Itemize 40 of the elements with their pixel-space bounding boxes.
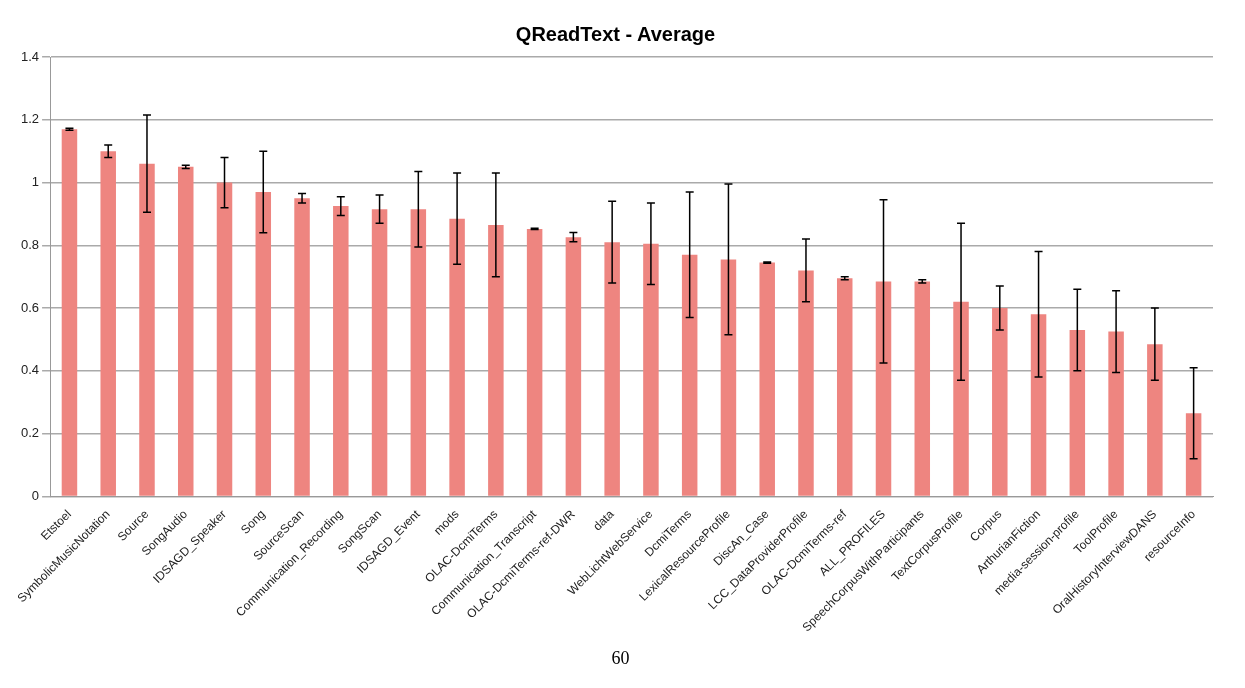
y-tick-label: 1 xyxy=(31,174,40,190)
bar xyxy=(759,262,775,496)
bar xyxy=(953,301,969,496)
bar xyxy=(410,209,427,496)
bar xyxy=(61,129,78,496)
bar xyxy=(1030,314,1047,496)
bar xyxy=(100,151,116,496)
bar xyxy=(681,254,698,496)
y-tick-label: 0.2 xyxy=(20,425,40,441)
bar xyxy=(1069,330,1086,496)
bar xyxy=(875,281,892,496)
text: 60 xyxy=(611,648,630,669)
bar xyxy=(333,206,349,496)
bar xyxy=(1108,331,1124,496)
bar xyxy=(720,259,737,496)
bar xyxy=(177,166,194,496)
bar xyxy=(294,198,310,496)
bar xyxy=(565,237,582,496)
chart-title: QReadText - Average xyxy=(515,22,716,45)
bar xyxy=(604,242,620,496)
bar xyxy=(216,182,233,496)
y-tick-label: 0 xyxy=(31,487,40,503)
bar xyxy=(1147,344,1163,496)
y-tick-label: 0.8 xyxy=(20,236,40,252)
bar xyxy=(488,224,504,496)
bar xyxy=(914,281,931,496)
bar xyxy=(371,209,388,496)
bar xyxy=(992,308,1008,496)
bar xyxy=(643,243,659,496)
bar xyxy=(526,228,543,496)
bar xyxy=(139,163,155,496)
y-tick-label: 1.2 xyxy=(20,111,40,127)
y-tick-label: 0.4 xyxy=(20,362,40,378)
y-tick-label: 0.6 xyxy=(20,299,40,315)
y-tick-label: 1.4 xyxy=(20,48,40,64)
bar xyxy=(1185,413,1202,496)
bar xyxy=(836,278,853,496)
bar xyxy=(449,218,465,496)
bar xyxy=(255,191,272,496)
bar xyxy=(798,270,814,496)
